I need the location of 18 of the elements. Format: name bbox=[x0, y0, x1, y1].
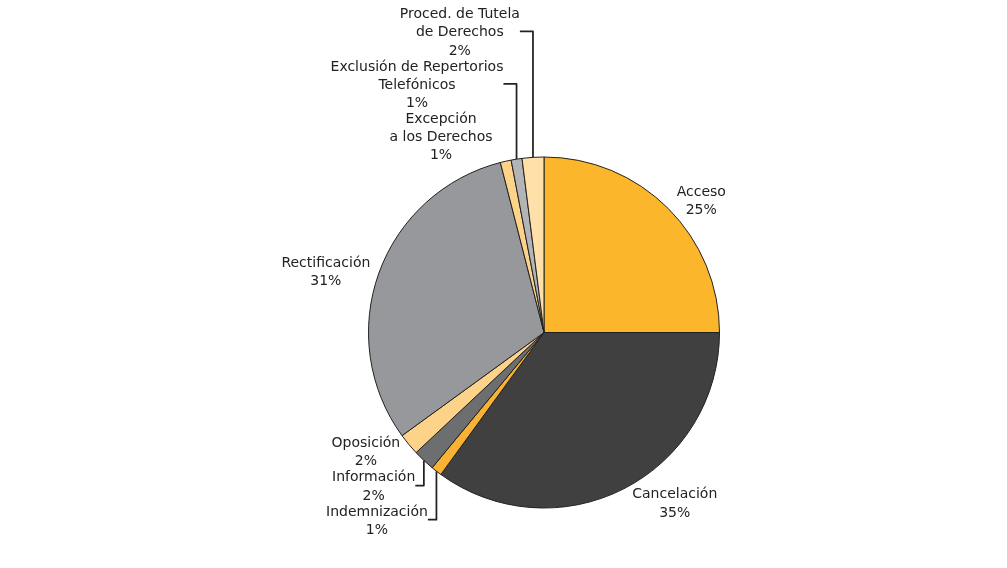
slice-label: Excepción a los Derechos bbox=[389, 110, 493, 145]
data-label: 1% bbox=[429, 146, 453, 163]
data-label: 35% bbox=[659, 503, 691, 520]
data-label: 1% bbox=[365, 520, 389, 537]
data-label: 25% bbox=[685, 200, 717, 217]
slice-label: Oposición bbox=[331, 434, 401, 451]
slice-label: Exclusión de Repertorios Telefónicos bbox=[330, 57, 504, 92]
slice-label: Información bbox=[332, 468, 416, 485]
slice-label: Indemnización bbox=[326, 502, 428, 519]
data-label: 2% bbox=[354, 452, 377, 469]
slice-label: Proced. de Tutela de Derechos bbox=[399, 5, 520, 40]
slice-label: Rectificación bbox=[281, 253, 371, 270]
slice-label: Acceso bbox=[676, 182, 726, 199]
data-label: 2% bbox=[448, 41, 471, 58]
data-label: 2% bbox=[362, 486, 385, 503]
slice-label: Cancelación bbox=[632, 485, 718, 502]
data-label: 1% bbox=[405, 94, 429, 111]
data-label: 31% bbox=[310, 272, 342, 289]
